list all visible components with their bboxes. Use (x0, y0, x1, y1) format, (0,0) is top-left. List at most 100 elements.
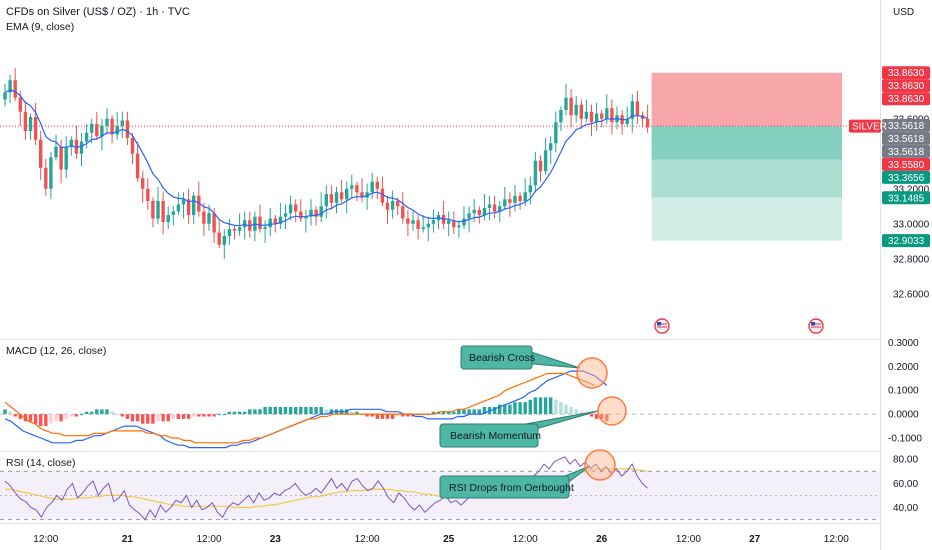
price-tag[interactable]: 33.5618 (882, 118, 930, 132)
macd-histogram-bar[interactable] (447, 411, 451, 415)
macd-histogram-bar[interactable] (314, 406, 318, 415)
macd-histogram-bar[interactable] (288, 406, 293, 415)
macd-histogram-bar[interactable] (212, 414, 216, 417)
candle[interactable] (105, 108, 109, 135)
candle[interactable] (217, 220, 221, 249)
macd-histogram-bar[interactable] (115, 414, 119, 416)
macd-histogram-bar[interactable] (472, 409, 476, 415)
macd-histogram-bar[interactable] (110, 411, 114, 415)
macd-histogram-bar[interactable] (3, 409, 7, 415)
candle[interactable] (411, 211, 415, 231)
macd-histogram-bar[interactable] (44, 414, 48, 427)
price-tags[interactable]: 33.8630 33.8630 33.8630 33.5618 33.5618 33.56… (882, 66, 930, 248)
macd-histogram-bar[interactable] (370, 414, 374, 417)
candle[interactable] (156, 187, 160, 224)
candle[interactable] (385, 195, 390, 224)
macd-histogram-bar[interactable] (294, 406, 298, 415)
candle[interactable] (64, 136, 68, 179)
rsi-axis[interactable]: 80.00 60.00 40.00 (893, 455, 918, 514)
macd-histogram-bar[interactable] (278, 406, 283, 415)
candle[interactable] (436, 211, 441, 230)
macd-axis[interactable]: 0.3000 0.2000 0.1000 0.0000 -0.1000 (888, 338, 922, 445)
candle[interactable] (554, 111, 558, 152)
candle[interactable] (447, 211, 451, 237)
target-zone-3[interactable] (651, 197, 842, 241)
macd-histogram-bar[interactable] (299, 406, 303, 415)
macd-histogram-bar[interactable] (375, 414, 379, 419)
candle[interactable] (130, 132, 135, 165)
candle[interactable] (319, 192, 323, 222)
macd-histogram-bar[interactable] (462, 409, 466, 415)
macd-histogram-bar[interactable] (69, 414, 73, 417)
stop-loss-zone[interactable] (651, 72, 842, 127)
macd-histogram-bar[interactable] (605, 414, 609, 422)
candle[interactable] (645, 104, 650, 133)
candle[interactable] (248, 211, 252, 238)
macd-histogram-bar[interactable] (202, 414, 206, 417)
candle[interactable] (579, 99, 583, 130)
macd-histogram-bar[interactable] (533, 397, 538, 415)
candle[interactable] (151, 197, 155, 228)
macd-signal-line[interactable] (4, 372, 596, 444)
candle[interactable] (263, 220, 267, 243)
macd-histogram-bar[interactable] (156, 414, 160, 422)
candle[interactable] (3, 83, 7, 107)
macd-histogram-bar[interactable] (146, 414, 150, 424)
macd-histogram-bar[interactable] (227, 411, 232, 415)
macd-histogram-bar[interactable] (559, 402, 563, 415)
target-zone-1[interactable] (651, 126, 842, 160)
candle[interactable] (559, 106, 563, 132)
us-flag-event-icon[interactable] (808, 318, 824, 334)
candle[interactable] (426, 216, 430, 242)
price-tag[interactable]: 33.5618 (882, 144, 930, 158)
candle[interactable] (355, 181, 359, 201)
macd-histogram-bar[interactable] (130, 414, 135, 422)
macd-histogram-bar[interactable] (579, 411, 583, 415)
macd-histogram-bar[interactable] (59, 414, 63, 422)
candle[interactable] (294, 199, 298, 222)
price-tag[interactable]: 33.5580 (882, 157, 930, 171)
candle[interactable] (243, 211, 247, 240)
candle[interactable] (125, 111, 130, 145)
candle[interactable] (375, 176, 379, 200)
candle[interactable] (253, 211, 257, 242)
candle[interactable] (620, 110, 624, 135)
candle[interactable] (345, 181, 349, 214)
candle[interactable] (370, 173, 374, 200)
macd-histogram[interactable] (3, 397, 609, 427)
candle[interactable] (135, 141, 140, 182)
candle[interactable] (222, 229, 226, 259)
macd-histogram-bar[interactable] (8, 411, 12, 415)
candle[interactable] (406, 209, 410, 236)
macd-histogram-bar[interactable] (176, 414, 181, 419)
target-zone-2[interactable] (651, 159, 842, 198)
price-tag[interactable]: 33.8630 (882, 66, 930, 80)
macd-histogram-bar[interactable] (141, 414, 145, 424)
candle[interactable] (401, 192, 405, 224)
candle[interactable] (329, 185, 334, 210)
candle[interactable] (431, 209, 436, 233)
macd-histogram-bar[interactable] (84, 411, 89, 415)
macd-histogram-bar[interactable] (120, 414, 124, 417)
candle[interactable] (13, 68, 17, 102)
candle[interactable] (186, 188, 191, 224)
candle[interactable] (232, 225, 237, 240)
candle[interactable] (54, 134, 58, 161)
candle[interactable] (600, 110, 604, 128)
candle[interactable] (324, 185, 328, 219)
macd-histogram-bar[interactable] (33, 414, 38, 424)
macd-histogram-bar[interactable] (350, 411, 354, 415)
macd-histogram-bar[interactable] (135, 414, 140, 422)
macd-histogram-bar[interactable] (258, 409, 262, 415)
candle[interactable] (574, 96, 578, 123)
macd-histogram-bar[interactable] (477, 409, 481, 415)
candle[interactable] (538, 155, 543, 182)
candle[interactable] (288, 195, 293, 221)
candle[interactable] (227, 218, 232, 245)
candle[interactable] (120, 111, 124, 138)
macd-histogram-bar[interactable] (151, 414, 155, 424)
macd-histogram-bar[interactable] (186, 414, 191, 419)
candle[interactable] (110, 115, 114, 144)
macd-histogram-bar[interactable] (528, 399, 532, 415)
macd-indicator-label[interactable]: MACD (12, 26, close) (6, 345, 106, 357)
